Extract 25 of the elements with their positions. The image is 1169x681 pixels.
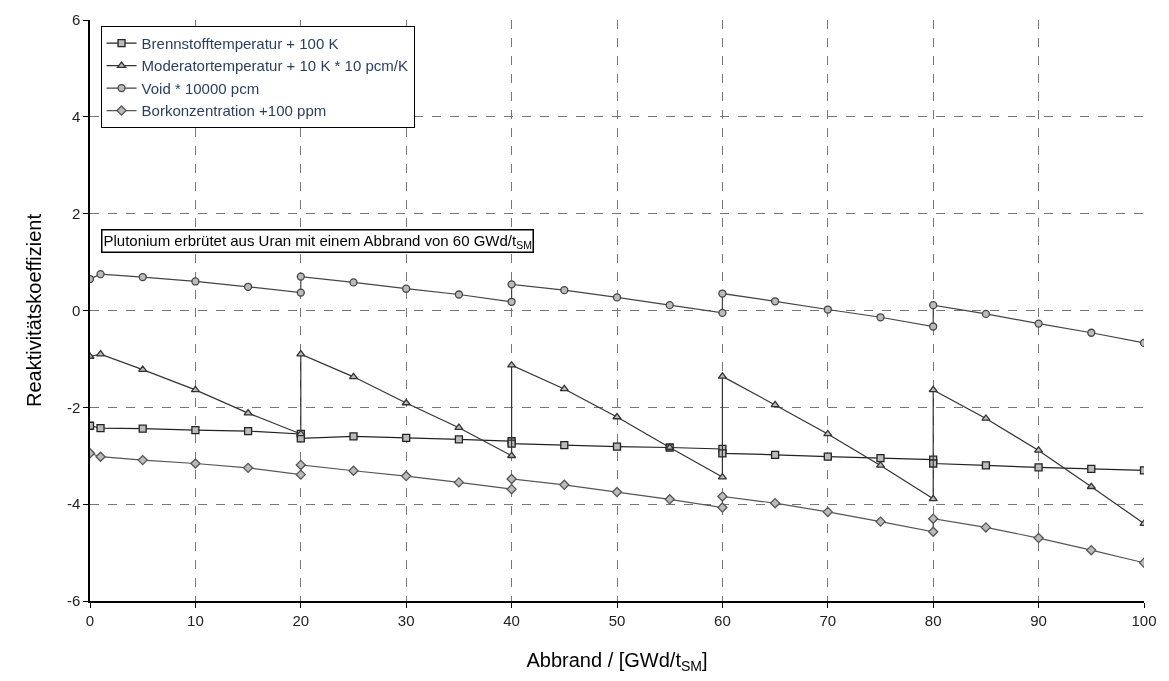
y-tick-label: -6 — [66, 592, 81, 610]
y-tick-label: 4 — [71, 108, 81, 126]
y-tick-label: 6 — [71, 11, 81, 29]
annotation: Plutonium erbrütet aus Uran mit einem Abbrand von 60 GWd/t$_{SM}$ — [103, 231, 532, 251]
x-tick-label: 0 — [85, 611, 95, 629]
x-tick-label: 70 — [819, 611, 837, 629]
legend-label: Borkonzentration +100 ppm — [141, 102, 327, 120]
x-tick-label: 20 — [292, 611, 310, 629]
x-tick-label: 60 — [714, 611, 731, 629]
x-tick-label: 30 — [397, 611, 415, 629]
x-axis-title: Abbrand / [GWd/t$_{SM}$] — [526, 648, 708, 674]
legend-label: Moderatortemperatur + 10 K * 10 pcm/K — [141, 57, 408, 75]
x-tick-label: 50 — [608, 611, 626, 629]
legend-label: Void * 10000 pcm — [141, 79, 260, 97]
x-tick-label: 90 — [1030, 611, 1047, 629]
legend-label: Brennstofftemperatur + 100 K — [141, 34, 339, 52]
y-tick-label: -4 — [66, 495, 81, 513]
x-tick-label: 100 — [1131, 611, 1157, 629]
y-tick-label: 2 — [71, 204, 81, 222]
y-tick-label: 0 — [71, 301, 81, 319]
y-tick-label: -2 — [66, 398, 81, 416]
y-axis-title: Reaktivitätskoeffizient — [22, 213, 45, 408]
x-tick-label: 80 — [924, 611, 942, 629]
x-tick-label: 40 — [503, 611, 520, 629]
x-tick-label: 10 — [187, 611, 204, 629]
